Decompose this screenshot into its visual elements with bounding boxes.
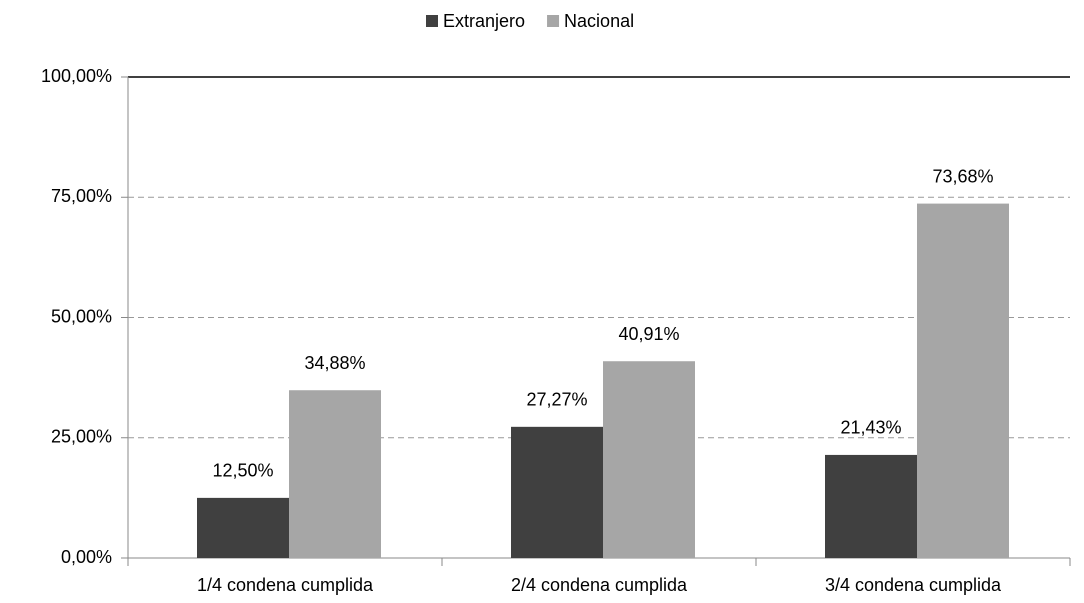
x-tick-label: 2/4 condena cumplida	[511, 575, 688, 595]
data-label: 21,43%	[840, 418, 901, 438]
y-tick-label: 100,00%	[41, 66, 112, 86]
data-label: 27,27%	[526, 390, 587, 410]
x-tick-label: 1/4 condena cumplida	[197, 575, 374, 595]
x-tick-label: 3/4 condena cumplida	[825, 575, 1002, 595]
y-tick-label: 25,00%	[51, 427, 112, 447]
bar	[289, 390, 381, 558]
data-label: 12,50%	[212, 461, 273, 481]
data-label: 73,68%	[932, 166, 993, 186]
legend-swatch	[426, 15, 438, 27]
legend-label: Nacional	[564, 11, 634, 31]
bar	[917, 203, 1009, 559]
y-tick-label: 50,00%	[51, 306, 112, 326]
bar	[511, 426, 603, 558]
y-tick-label: 75,00%	[51, 186, 112, 206]
bar	[197, 497, 289, 558]
data-label: 40,91%	[618, 324, 679, 344]
legend-swatch	[547, 15, 560, 27]
bar	[603, 361, 695, 558]
y-tick-label: 0,00%	[61, 547, 112, 567]
bar	[825, 454, 917, 558]
legend-label: Extranjero	[443, 11, 525, 31]
data-label: 34,88%	[304, 353, 365, 373]
